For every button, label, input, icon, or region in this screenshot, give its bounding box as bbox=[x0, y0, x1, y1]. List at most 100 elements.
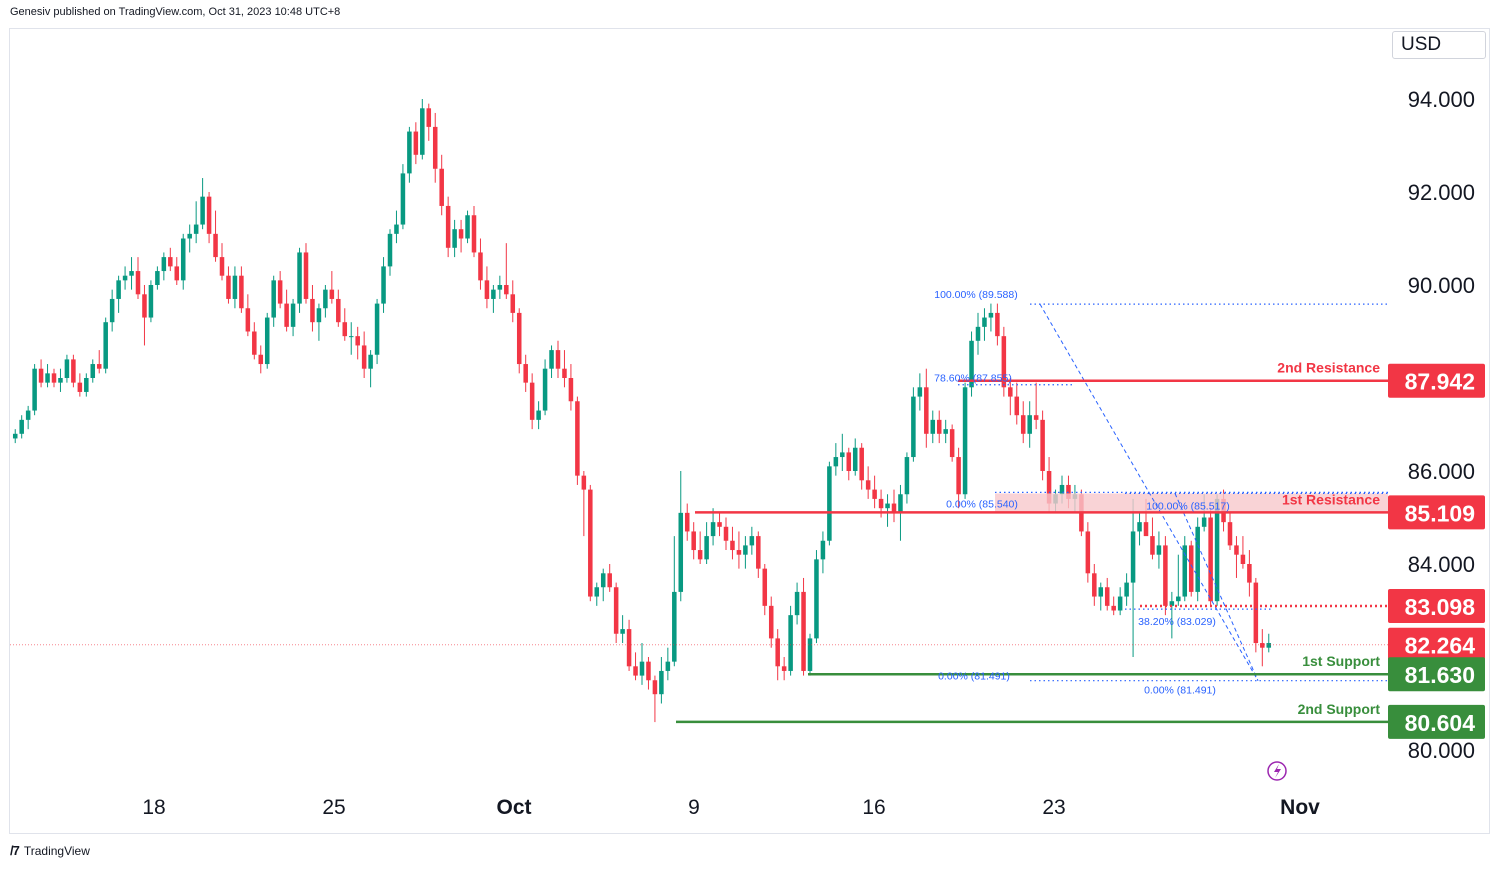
candle bbox=[756, 531, 761, 578]
candle-body bbox=[168, 257, 173, 267]
candle-body bbox=[122, 275, 128, 281]
candles-layer bbox=[12, 99, 1272, 723]
candle-body bbox=[232, 275, 238, 299]
candle bbox=[374, 298, 380, 365]
candle-body bbox=[96, 364, 102, 369]
candle bbox=[77, 373, 83, 397]
candle bbox=[827, 461, 832, 546]
candle bbox=[626, 619, 632, 671]
candle bbox=[1001, 326, 1007, 397]
time-tick-label: 23 bbox=[1042, 796, 1065, 819]
fib-label: 0.00% (81.491) bbox=[938, 671, 1010, 683]
publisher-header: Genesiv published on TradingView.com, Oc… bbox=[10, 6, 341, 18]
candle-body bbox=[600, 573, 606, 588]
candle-body bbox=[258, 354, 264, 365]
candle bbox=[103, 317, 108, 374]
candle bbox=[232, 266, 238, 309]
candle-body bbox=[613, 587, 619, 634]
candle bbox=[549, 345, 554, 378]
candle bbox=[32, 364, 37, 416]
candle-body bbox=[872, 489, 877, 499]
candle-body bbox=[1143, 522, 1149, 537]
candle bbox=[129, 257, 134, 290]
candle-body bbox=[639, 661, 645, 676]
candle-body bbox=[1104, 587, 1110, 606]
time-tick-label: 16 bbox=[862, 796, 885, 819]
candle bbox=[84, 373, 89, 397]
candle bbox=[200, 178, 205, 230]
candle-body bbox=[924, 387, 929, 434]
candle bbox=[226, 266, 231, 304]
candle-body bbox=[807, 638, 813, 671]
candle-body bbox=[1201, 517, 1207, 527]
candle-body bbox=[19, 419, 24, 434]
candle-body bbox=[1176, 596, 1181, 602]
candle-body bbox=[891, 503, 897, 513]
candle-body bbox=[497, 285, 503, 290]
fib-trend-line bbox=[1174, 493, 1259, 681]
tradingview-logo-icon: /7 bbox=[10, 843, 20, 858]
candle bbox=[12, 429, 18, 444]
candle bbox=[155, 266, 160, 290]
candle-body bbox=[1008, 387, 1013, 397]
candle bbox=[749, 526, 755, 555]
candle bbox=[1176, 554, 1181, 606]
price-badge: 81.630 bbox=[1388, 657, 1485, 692]
price-badge-box bbox=[1388, 704, 1485, 739]
candle-body bbox=[252, 331, 257, 355]
candle-body bbox=[38, 368, 44, 383]
candle-body bbox=[471, 215, 477, 253]
currency-selector[interactable]: USD bbox=[1392, 31, 1486, 59]
candle-body bbox=[1027, 415, 1032, 434]
level-name-label: 1st Support bbox=[1302, 653, 1380, 669]
price-badge-box bbox=[1388, 363, 1485, 398]
candle-body bbox=[290, 303, 296, 327]
candle bbox=[768, 596, 774, 648]
price-badge-label: 87.942 bbox=[1405, 369, 1475, 395]
candle bbox=[381, 257, 386, 313]
candle-body bbox=[1001, 336, 1007, 388]
candle bbox=[1234, 536, 1239, 578]
candle-body bbox=[1182, 545, 1188, 597]
candle bbox=[497, 275, 503, 299]
candle-body bbox=[504, 285, 509, 295]
candle bbox=[193, 201, 199, 244]
candle bbox=[407, 126, 412, 183]
candle-body bbox=[155, 271, 160, 285]
candle bbox=[846, 447, 852, 481]
candle-body bbox=[710, 522, 716, 537]
candle-body bbox=[445, 205, 451, 248]
candle bbox=[400, 164, 406, 230]
candle-body bbox=[206, 196, 212, 234]
candle-body bbox=[77, 382, 83, 392]
candle bbox=[588, 484, 593, 602]
level-name-label: 2nd Support bbox=[1298, 701, 1381, 717]
time-tick-label: 9 bbox=[688, 796, 700, 819]
candle-body bbox=[116, 280, 121, 299]
candle bbox=[594, 582, 600, 606]
candle-body bbox=[885, 503, 890, 509]
candle bbox=[704, 522, 709, 564]
candle bbox=[814, 550, 819, 644]
candle-body bbox=[678, 512, 684, 592]
candle-body bbox=[161, 257, 167, 272]
overlays-layer: 2nd Resistance 1st Resistance 1st Support 2… bbox=[10, 289, 1388, 781]
candle bbox=[1163, 536, 1168, 616]
candle bbox=[109, 289, 115, 332]
fib-label: 78.60% (87.855) bbox=[934, 373, 1012, 385]
candle-body bbox=[859, 447, 864, 481]
candle-body bbox=[316, 308, 322, 323]
candle-body bbox=[32, 368, 37, 411]
level-name-label: 1st Resistance bbox=[1282, 491, 1380, 507]
candle-body bbox=[581, 475, 587, 490]
candle bbox=[471, 205, 477, 258]
candle bbox=[58, 368, 63, 392]
candle-body bbox=[1188, 545, 1194, 592]
candle bbox=[639, 643, 645, 685]
candle bbox=[1033, 382, 1039, 430]
chart-frame[interactable] bbox=[9, 28, 1490, 834]
candle bbox=[1240, 536, 1246, 569]
candle bbox=[297, 247, 302, 313]
candle bbox=[840, 433, 845, 471]
